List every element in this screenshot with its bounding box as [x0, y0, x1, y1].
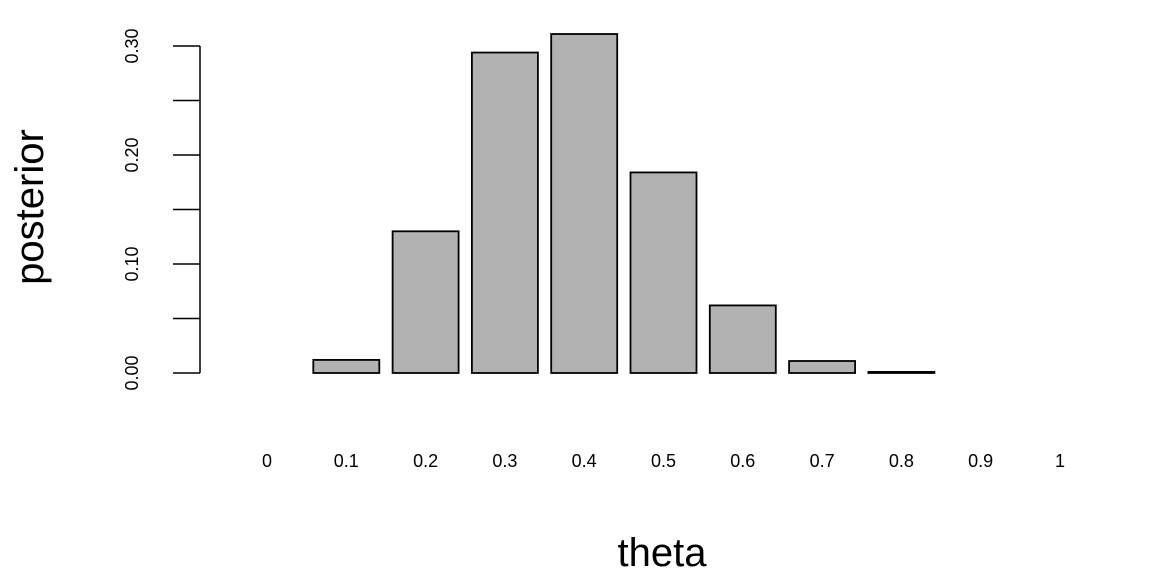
- y-tick-label: 0.00: [122, 355, 142, 390]
- bar-0.5: [629, 171, 698, 374]
- x-tick-label: 0.2: [413, 451, 438, 471]
- x-tick-label: 1: [1055, 451, 1065, 471]
- x-tick-labels: 0 0.1 0.2 0.3 0.4 0.5 0.6 0.7 0.8 0.9 1: [262, 451, 1065, 471]
- bar-0.1: [312, 359, 381, 374]
- y-tick-label: 0.30: [122, 28, 142, 63]
- x-tick-label: 0.3: [492, 451, 517, 471]
- bar-0.8: [867, 371, 936, 374]
- x-tick-label: 0.8: [889, 451, 914, 471]
- x-tick-label: 0.7: [810, 451, 835, 471]
- x-tick-label: 0.1: [334, 451, 359, 471]
- x-tick-label: 0.9: [968, 451, 993, 471]
- bar-0.3: [470, 51, 539, 374]
- y-tick-label: 0.20: [122, 137, 142, 172]
- x-tick-label: 0.5: [651, 451, 676, 471]
- bar-0.6: [708, 304, 777, 374]
- bar-0.7: [788, 360, 856, 374]
- y-tick-label: 0.10: [122, 246, 142, 281]
- x-tick-label: 0.6: [730, 451, 755, 471]
- x-tick-label: 0.4: [572, 451, 597, 471]
- bar-0.4: [550, 33, 619, 374]
- y-axis: 0.00 0.10 0.20 0.30: [122, 28, 201, 391]
- bars: [312, 33, 936, 374]
- x-tick-label: 0: [262, 451, 272, 471]
- y-axis-title: posterior: [8, 129, 52, 285]
- bar-0.2: [391, 230, 460, 374]
- x-axis-title: theta: [618, 531, 708, 575]
